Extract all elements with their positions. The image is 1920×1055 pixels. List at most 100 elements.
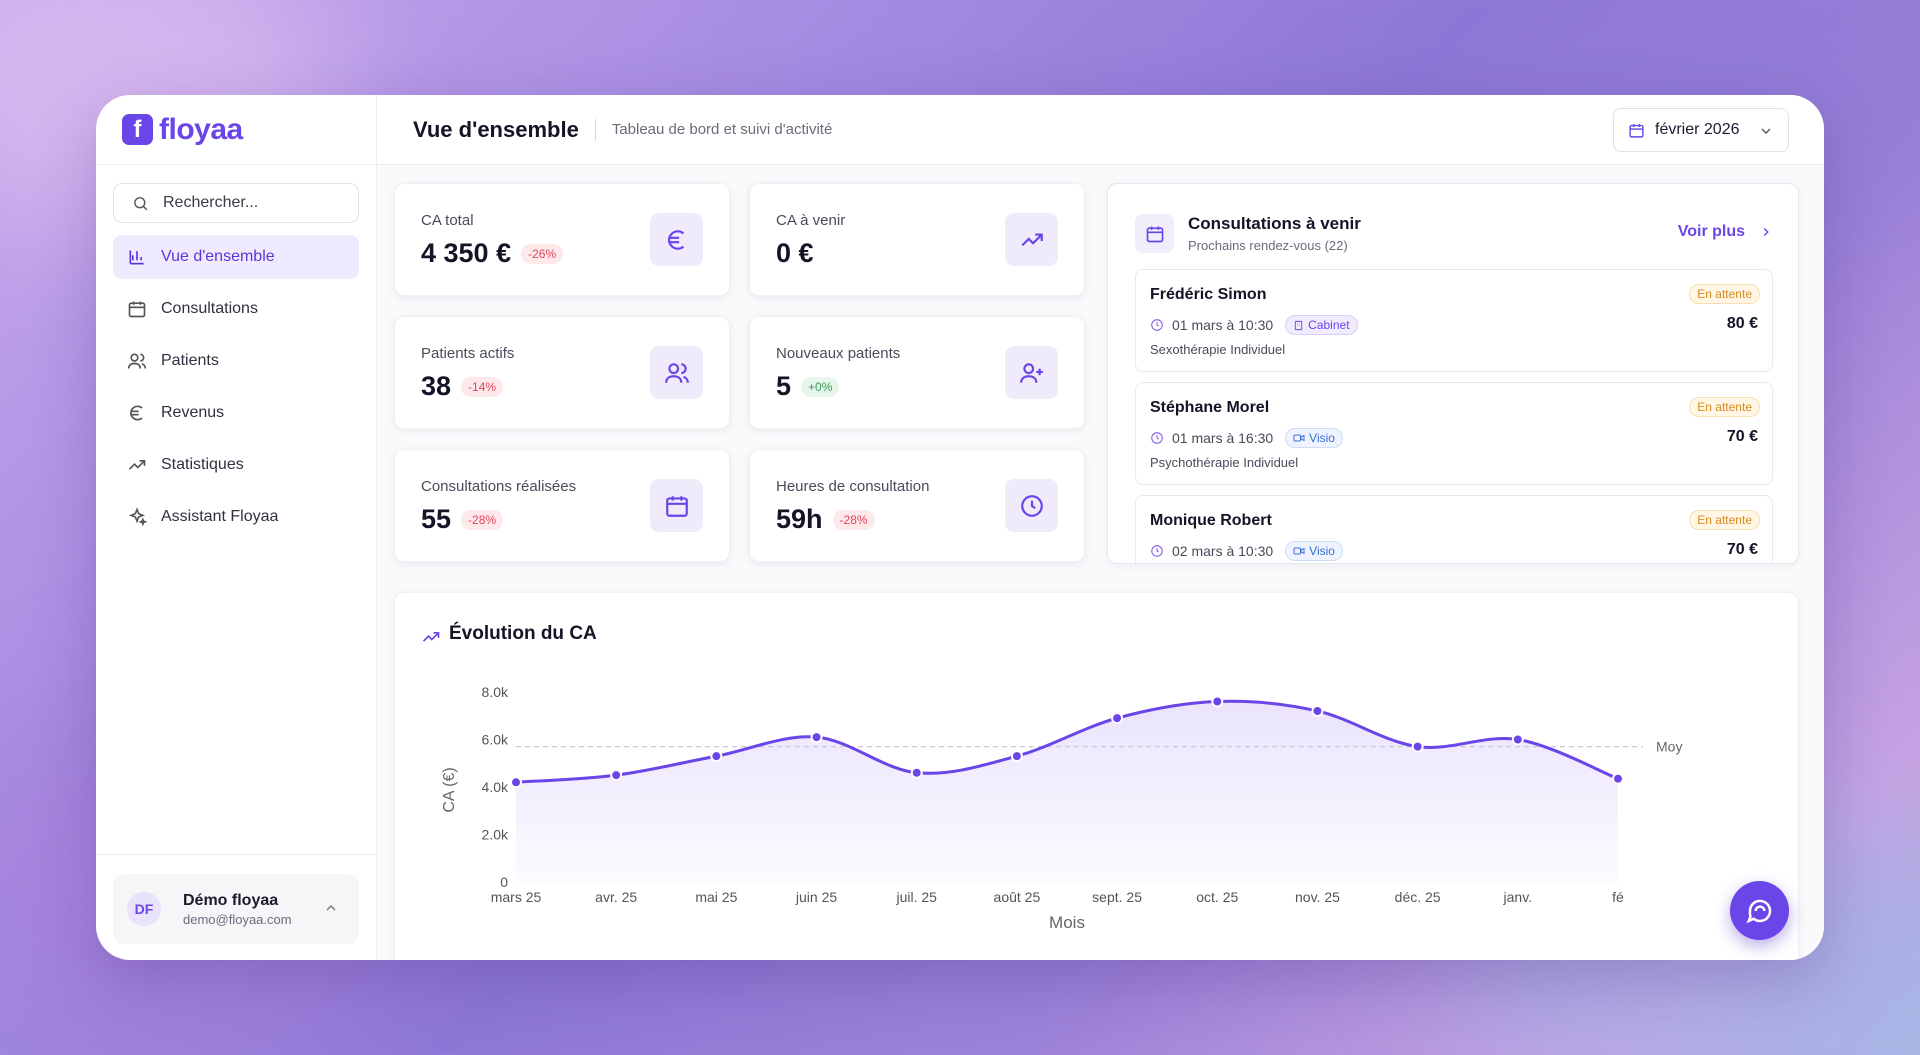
logo-mark: f [122,114,153,145]
kpi-label: Nouveaux patients [776,345,901,362]
data-point [1010,750,1023,763]
avatar: DF [127,892,161,926]
divider [96,854,376,855]
location-label: Visio [1309,431,1335,445]
status-badge: En attente [1689,284,1760,304]
divider [594,118,596,141]
x-tick-label: déc. 25 [1395,889,1441,905]
sidebar-item-overview[interactable]: Vue d'ensemble [113,235,359,279]
sidebar-item-assistant[interactable]: Assistant Floyaa [113,495,359,539]
chevron-down-icon [1761,128,1771,134]
month-selector[interactable]: février 2026 [1613,108,1789,152]
kpi-value-row: 4 350 € -26% [421,238,564,269]
kpi-ca-a-venir: CA à venir 0 € [749,183,1085,296]
appointment-time: 01 mars à 10:30 Cabinet [1150,315,1358,335]
y-tick-label: 0 [500,874,508,890]
kpi-label: Patients actifs [421,345,515,362]
calendar-icon [650,479,703,532]
see-more-link[interactable]: Voir plus [1678,223,1773,241]
data-point [1211,695,1224,708]
sidebar-item-label: Consultations [161,300,258,317]
x-tick-label: juil. 25 [895,889,937,905]
x-axis-label: Mois [1049,913,1085,932]
appointment-price: 70 € [1726,541,1758,558]
location-badge: Visio [1285,428,1343,448]
kpi-change-badge: -26% [521,243,564,264]
page-subtitle: Tableau de bord et suivi d'activité [611,121,833,138]
trending-up-icon [128,460,146,470]
data-point [1411,740,1424,753]
appointment-datetime: 01 mars à 16:30 [1172,430,1274,446]
chevron-up-icon[interactable] [323,900,339,916]
month-selector-value: février 2026 [1655,121,1740,138]
x-tick-label: août 25 [994,889,1041,905]
kpi-label: Consultations réalisées [421,478,577,495]
kpi-change-badge: -28% [832,509,875,530]
kpi-change-badge: -28% [461,509,504,530]
appointment-datetime: 02 mars à 10:30 [1172,543,1274,559]
appointment-item[interactable]: Frédéric Simon 01 mars à 10:30 Cabinet S… [1135,269,1773,372]
status-badge: En attente [1689,510,1760,530]
data-point [1111,712,1124,725]
kpi-heures-consultation: Heures de consultation 59h -28% [749,449,1085,562]
search-input[interactable]: Rechercher... [113,183,359,223]
kpi-value: 0 € [776,238,814,268]
kpi-value-row: 38 -14% [421,371,504,402]
appointment-price: 80 € [1726,315,1758,332]
kpi-nouveaux-patients: Nouveaux patients 5 +0% [749,316,1085,429]
chat-button[interactable] [1730,881,1789,940]
search-icon [134,196,148,210]
kpi-label: CA à venir [776,212,846,229]
appointment-time: 01 mars à 16:30 Visio [1150,428,1343,448]
kpi-value-row: 59h -28% [776,504,875,535]
kpi-value-row: 55 -28% [421,504,504,535]
appointment-item[interactable]: Monique Robert 02 mars à 10:30 Visio En … [1135,495,1773,563]
kpi-value-row: 0 € [776,238,814,269]
sidebar-item-label: Statistiques [161,456,244,473]
sidebar-item-statistiques[interactable]: Statistiques [113,443,359,487]
panel-title: Consultations à venir [1188,214,1361,233]
x-tick-label: juin 25 [795,889,837,905]
patient-name: Monique Robert [1150,512,1272,529]
euro-icon [130,405,143,421]
data-point [1612,772,1624,785]
building-icon [1295,320,1303,330]
clock-icon [1005,479,1058,532]
data-point [710,750,723,763]
data-point [810,731,823,744]
kpi-patients-actifs: Patients actifs 38 -14% [394,316,730,429]
y-tick-label: 2.0k [482,827,509,843]
trending-up-icon [422,632,440,642]
sidebar-item-patients[interactable]: Patients [113,339,359,383]
sidebar-item-label: Assistant Floyaa [161,508,279,525]
sidebar-item-revenus[interactable]: Revenus [113,391,359,435]
sidebar-item-label: Revenus [161,404,225,421]
chevron-right-icon [1763,227,1769,237]
x-tick-label: fé [1612,889,1624,905]
status-badge: En attente [1689,397,1760,417]
logo[interactable]: f floyaa [96,95,376,165]
data-point [510,776,522,789]
sparkles-icon [128,507,147,527]
kpi-change-badge: +0% [801,376,840,397]
average-label: Moy [1656,739,1682,755]
calendar-icon [1135,214,1174,253]
x-tick-label: mai 25 [695,889,737,905]
y-axis-label: CA (€) [441,767,458,812]
page-title: Vue d'ensemble [413,116,579,142]
user-menu[interactable]: DF Démo floyaa demo@floyaa.com [113,874,359,944]
sidebar-item-consultations[interactable]: Consultations [113,287,359,331]
consultation-type: Sexothérapie Individuel [1150,342,1286,357]
patient-name: Stéphane Morel [1150,399,1270,416]
user-email: demo@floyaa.com [183,911,292,927]
x-tick-label: janv. [1503,889,1533,905]
data-point [1311,705,1324,717]
appointment-item[interactable]: Stéphane Morel 01 mars à 16:30 Visio Psy… [1135,382,1773,485]
kpi-consultations-realisees: Consultations réalisées 55 -28% [394,449,730,562]
search-placeholder: Rechercher... [163,194,259,211]
x-tick-label: mars 25 [491,889,542,905]
video-icon [1293,547,1305,555]
location-badge: Cabinet [1285,315,1358,335]
user-info: Démo floyaa demo@floyaa.com [183,892,292,927]
bar-chart-icon [129,250,144,265]
